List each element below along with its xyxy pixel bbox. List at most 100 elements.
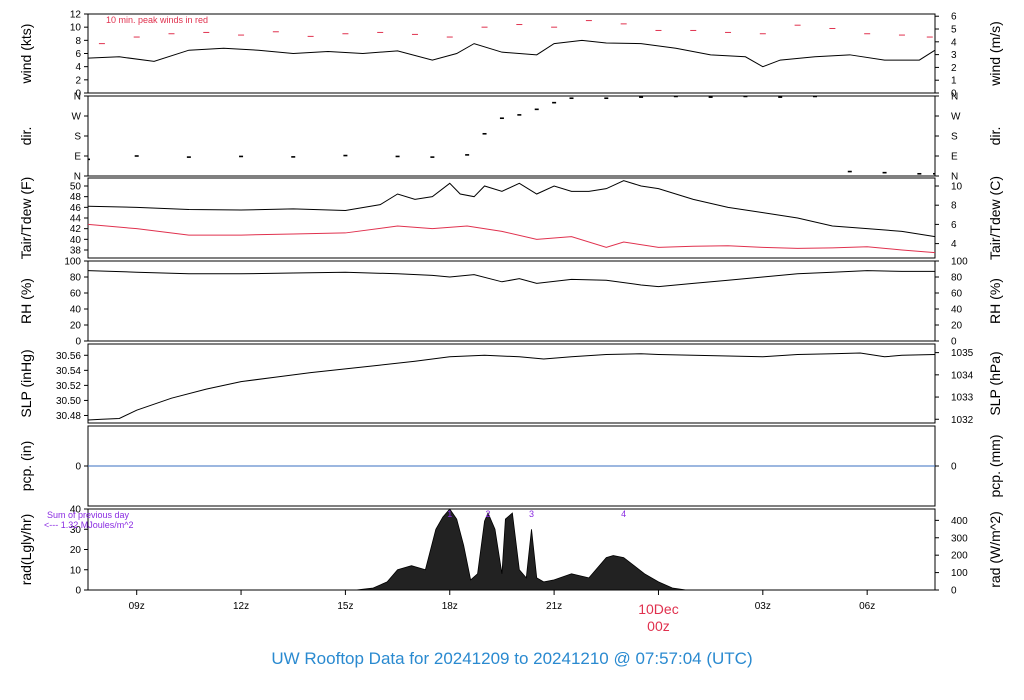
pressure-left-tick-label: 30.56 bbox=[56, 351, 81, 362]
pressure-ylabel-right: SLP (hPa) bbox=[987, 351, 1003, 415]
temperature-left-tick-label: 44 bbox=[70, 214, 82, 225]
chart-footer-title: UW Rooftop Data for 20241209 to 20241210… bbox=[271, 649, 753, 668]
wind-ylabel-right: wind (m/s) bbox=[987, 21, 1003, 87]
dir-right-tick-label: E bbox=[951, 152, 958, 163]
time-axis-tick-label: 12z bbox=[233, 601, 249, 612]
time-axis-tick-label: 18z bbox=[442, 601, 458, 612]
temperature-right-tick-label: 10 bbox=[951, 182, 963, 193]
rh-ylabel-right: RH (%) bbox=[987, 278, 1003, 324]
dir-right-tick-label: N bbox=[951, 92, 958, 103]
radiation-left-tick-label: 20 bbox=[70, 545, 82, 556]
solar-peak-marker: 3 bbox=[529, 509, 534, 519]
radiation-left-tick-label: 0 bbox=[75, 586, 81, 597]
rh-left-tick-label: 60 bbox=[70, 289, 82, 300]
wind-right-tick-label: 1 bbox=[951, 76, 957, 87]
dir-left-tick-label: E bbox=[74, 152, 81, 163]
dir-panel-frame bbox=[87, 95, 936, 177]
wind-ylabel-left: wind (kts) bbox=[18, 24, 34, 85]
radiation-right-tick-label: 100 bbox=[951, 568, 968, 579]
wind-right-tick-label: 3 bbox=[951, 50, 957, 61]
temperature-dew_point-line bbox=[87, 223, 936, 254]
solar-peak-marker: 2 bbox=[486, 509, 491, 519]
dir-ylabel-left: dir. bbox=[18, 127, 34, 146]
wind-right-tick-label: 0 bbox=[951, 89, 957, 100]
pressure-left-tick-label: 30.50 bbox=[56, 396, 81, 407]
dir-right-tick-label: S bbox=[951, 132, 958, 143]
temperature-left-tick-label: 42 bbox=[70, 224, 82, 235]
wind-left-tick-label: 4 bbox=[75, 62, 81, 73]
radiation-right-tick-label: 300 bbox=[951, 533, 968, 544]
temperature-left-tick-label: 48 bbox=[70, 192, 82, 203]
pressure-panel-frame bbox=[87, 343, 936, 424]
solar-sum-value: <--- 1.32 MJoules/m^2 bbox=[44, 520, 134, 530]
radiation-left-tick-label: 30 bbox=[70, 525, 82, 536]
dir-left-tick-label: S bbox=[74, 132, 81, 143]
temperature-ylabel-right: Tair/Tdew (C) bbox=[987, 176, 1003, 260]
wind-annotation: 10 min. peak winds in red bbox=[106, 15, 208, 25]
wind-left-tick-label: 8 bbox=[75, 36, 81, 47]
wind-right-tick-label: 2 bbox=[951, 63, 957, 74]
dir-left-tick-label: N bbox=[74, 172, 81, 183]
rh-panel-frame bbox=[87, 260, 936, 342]
dir-left-tick-label: W bbox=[72, 112, 82, 123]
dir-ylabel-right: dir. bbox=[987, 127, 1003, 146]
rh-left-tick-label: 0 bbox=[75, 337, 81, 348]
pressure-right-tick-label: 1035 bbox=[951, 348, 974, 359]
rh-left-tick-label: 40 bbox=[70, 305, 82, 316]
pressure-ylabel-left: SLP (inHg) bbox=[18, 349, 34, 417]
temperature-left-tick-label: 50 bbox=[70, 182, 82, 193]
wind-right-tick-label: 5 bbox=[951, 25, 957, 36]
rh-right-tick-label: 100 bbox=[951, 257, 968, 268]
temperature-right-tick-label: 8 bbox=[951, 201, 957, 212]
time-axis-date-label: 10Dec bbox=[638, 601, 678, 617]
radiation-ylabel-left: rad(Lgly/hr) bbox=[18, 514, 34, 586]
pressure-left-tick-label: 30.54 bbox=[56, 366, 81, 377]
radiation-ylabel-right: rad (W/m^2) bbox=[987, 511, 1003, 588]
solar-peak-marker: 4 bbox=[621, 509, 626, 519]
precip-right-tick-label: 0 bbox=[951, 462, 957, 473]
pressure-right-tick-label: 1034 bbox=[951, 370, 974, 381]
rh-right-tick-label: 0 bbox=[951, 337, 957, 348]
precip-ylabel-left: pcp. (in) bbox=[18, 441, 34, 492]
wind-left-tick-label: 6 bbox=[75, 49, 81, 60]
wind-left-tick-label: 10 bbox=[70, 23, 82, 34]
rh-right-tick-label: 80 bbox=[951, 273, 963, 284]
wind-right-tick-label: 4 bbox=[951, 37, 957, 48]
wind-right-tick-label: 6 bbox=[951, 12, 957, 23]
rh-right-tick-label: 60 bbox=[951, 289, 963, 300]
radiation-right-tick-label: 400 bbox=[951, 516, 968, 527]
temperature-right-tick-label: 4 bbox=[951, 239, 957, 250]
rh-left-tick-label: 20 bbox=[70, 321, 82, 332]
pressure-left-tick-label: 30.52 bbox=[56, 381, 81, 392]
rh-right-tick-label: 20 bbox=[951, 321, 963, 332]
rh-ylabel-left: RH (%) bbox=[18, 278, 34, 324]
radiation-left-tick-label: 10 bbox=[70, 565, 82, 576]
pressure-slp-line bbox=[87, 352, 936, 421]
temperature-left-tick-label: 40 bbox=[70, 235, 82, 246]
pressure-left-tick-label: 30.48 bbox=[56, 411, 81, 422]
temperature-right-tick-label: 6 bbox=[951, 220, 957, 231]
dir-right-tick-label: W bbox=[951, 112, 961, 123]
temperature-panel-frame bbox=[87, 177, 936, 259]
radiation-left-tick-label: 40 bbox=[70, 505, 82, 516]
dir-right-tick-label: N bbox=[951, 172, 958, 183]
time-axis-tick-label: 09z bbox=[129, 601, 145, 612]
radiation-right-tick-label: 200 bbox=[951, 551, 968, 562]
solar-sum-label: Sum of previous day bbox=[47, 510, 130, 520]
wind-left-tick-label: 2 bbox=[75, 75, 81, 86]
radiation-solar-area bbox=[355, 508, 687, 591]
temperature-left-tick-label: 46 bbox=[70, 203, 82, 214]
precip-left-tick-label: 0 bbox=[75, 462, 81, 473]
time-axis-tick-label: 21z bbox=[546, 601, 562, 612]
rh-rh-line bbox=[87, 270, 935, 288]
pressure-right-tick-label: 1032 bbox=[951, 415, 974, 426]
radiation-right-tick-label: 0 bbox=[951, 586, 957, 597]
pressure-right-tick-label: 1033 bbox=[951, 393, 974, 404]
solar-peak-marker: 1 bbox=[447, 509, 452, 519]
rh-left-tick-label: 100 bbox=[64, 257, 81, 268]
wind-sustained-line bbox=[87, 39, 936, 68]
rh-right-tick-label: 40 bbox=[951, 305, 963, 316]
time-axis-tick-label: 03z bbox=[755, 601, 771, 612]
temperature-left-tick-label: 38 bbox=[70, 246, 82, 257]
